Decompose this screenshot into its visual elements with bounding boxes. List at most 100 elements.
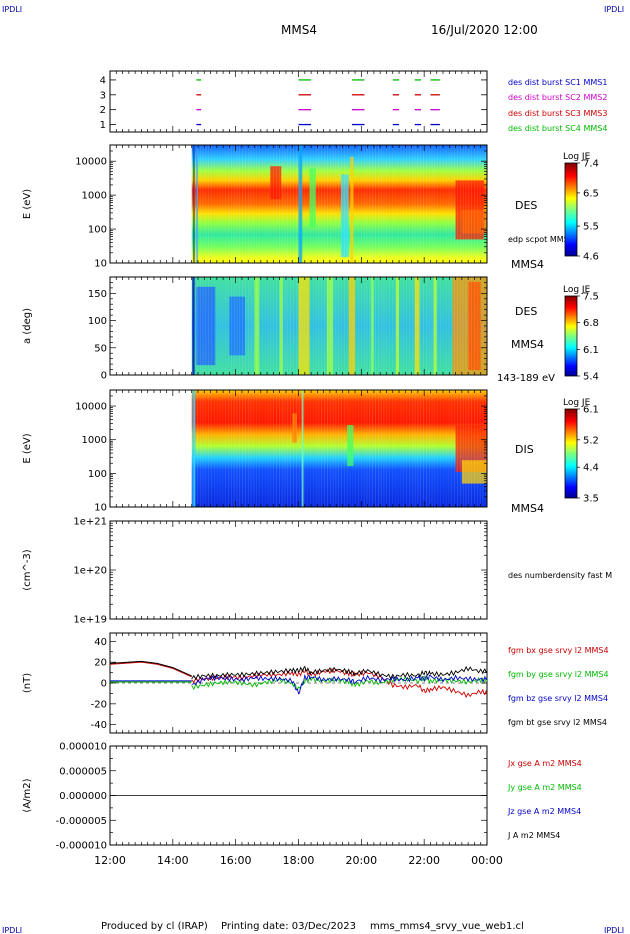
panel-burst: 1 2 3 4 des dist burst SC1 MMS1 des dist burs… [100, 70, 607, 133]
spectrogram-feature [326, 277, 334, 375]
spectrogram-feature [279, 277, 283, 375]
panel-des-pitch: 0 50 100 150 a (deg) DES MMS4 143-189 eV Log JE7… [22, 276, 599, 384]
y-tick-label: 2 [100, 105, 106, 116]
colorbar-tick-label: 4.4 [583, 463, 599, 474]
time-tick-label: 20:00 [345, 854, 377, 867]
spectrogram-feature [192, 277, 195, 375]
y-tick-label: 3 [100, 90, 106, 101]
y-tick-label: 0 [101, 371, 107, 382]
y-tick-label: -40 [91, 720, 107, 731]
spectrogram-image [191, 390, 487, 507]
y-tick-label: -0.000005 [56, 816, 107, 827]
legend-entry: des dist burst SC4 MMS4 [508, 124, 607, 133]
y-tick-label: 10 [94, 259, 107, 270]
y-tick-label: 10000 [75, 157, 107, 168]
colorbar-tick-label: 4.6 [583, 252, 599, 263]
y-axis-label: a (deg) [22, 308, 33, 344]
legend-entry: fgm bx gse srvy l2 MMS4 [508, 646, 609, 655]
plot-spacecraft-title: MMS4 [281, 23, 317, 37]
panel-density: 1e+19 1e+20 1e+21 (cm^-3) des numberdensity … [22, 517, 612, 626]
legend-entry: Jx gse A m2 MMS4 [507, 759, 582, 768]
legend-entry: des numberdensity fast M [508, 571, 612, 580]
colorbar-tick-label: 3.5 [583, 494, 599, 505]
colorbar-tick-label: 6.1 [583, 405, 599, 416]
legend-entry: fgm bz gse srvy l2 MMS4 [508, 694, 608, 703]
panel-dis-energy: 10 100 1000 10000 E (eV) DIS MMS4 Log JE6.1 5.2 4… [22, 389, 599, 515]
y-tick-label: 100 [88, 316, 107, 327]
spectrogram-feature [309, 168, 316, 228]
colorbar-tick-label: 6.8 [583, 318, 599, 329]
series-line [191, 673, 488, 695]
spectrogram-feature [254, 277, 260, 375]
spectrogram-feature [461, 209, 487, 234]
y-axis-label: E (eV) [22, 433, 33, 463]
y-tick-label: 0.000010 [59, 742, 107, 753]
time-tick-label: 14:00 [157, 854, 189, 867]
y-tick-label: 50 [94, 343, 107, 354]
legend-entry: des dist burst SC2 MMS2 [508, 93, 607, 102]
legend-entry: Jz gse A m2 MMS4 [507, 807, 581, 816]
y-tick-label: 20 [94, 658, 107, 669]
spectrogram-feature [301, 390, 304, 507]
footer-filename: mms_mms4_srvy_vue_web1.cl [370, 921, 524, 932]
panel-instrument-label: DIS [515, 443, 534, 456]
panel-sc-label: MMS4 [511, 258, 544, 271]
colorbar-tick-label: 7.5 [583, 292, 599, 303]
y-tick-label: 100 [88, 225, 107, 236]
footer-produced-by: Produced by cl (IRAP) [101, 921, 208, 932]
legend-entry: Jy gse A m2 MMS4 [507, 783, 582, 792]
y-tick-label: 1e+19 [73, 615, 107, 626]
legend-entry: des dist burst SC3 MMS3 [508, 109, 607, 118]
spectrogram-feature [192, 390, 196, 507]
y-tick-label: 1e+20 [73, 566, 107, 577]
y-tick-label: 10000 [75, 402, 107, 413]
spectrogram-feature [461, 460, 487, 484]
y-tick-label: -0.000010 [56, 841, 107, 852]
plot-date-title: 16/Jul/2020 12:00 [431, 23, 538, 37]
spectrogram-feature [298, 277, 310, 375]
time-tick-label: 16:00 [220, 854, 252, 867]
series-line [191, 667, 488, 699]
spectrogram-feature [298, 145, 303, 263]
y-tick-label: 4 [100, 75, 106, 86]
colorbar-title: Log JE [563, 285, 591, 295]
spectrogram-feature [348, 277, 356, 375]
time-tick-label: 22:00 [408, 854, 440, 867]
legend-entry: J A m2 MMS4 [507, 831, 560, 840]
series-line [191, 665, 488, 681]
y-tick-label: 0 [101, 679, 107, 690]
spectrogram-image [191, 277, 487, 375]
spectrogram-feature [414, 277, 420, 375]
panel-instrument-label: DES [515, 199, 537, 212]
spectrogram-feature [395, 277, 400, 375]
colorbar-tick-label: 5.4 [583, 372, 599, 383]
panel-density-frame [109, 520, 488, 620]
colorbar [564, 162, 578, 257]
legend-entry: fgm by gse srvy l2 MMS4 [508, 670, 609, 679]
spectrogram-feature [468, 281, 481, 371]
corner-tag-bottom-left: IPDLI [2, 926, 22, 934]
spectrogram-feature [196, 145, 198, 263]
corner-tag-bottom-right: IPDLI [604, 926, 624, 934]
y-tick-label: 0.000000 [59, 791, 107, 802]
panel-sc-label: MMS4 [511, 338, 544, 351]
corner-tag-top-right: IPDLI [604, 5, 624, 14]
y-axis-label: (nT) [22, 673, 33, 693]
spectrogram-field [191, 390, 487, 507]
y-tick-label: 1 [100, 120, 106, 131]
spectrogram-feature [193, 145, 195, 263]
colorbar-tick-label: 7.4 [583, 159, 599, 170]
spectrogram-feature [229, 296, 246, 356]
colorbar-tick-label: 6.1 [583, 345, 599, 356]
y-axis-label: (A/m2) [22, 778, 33, 812]
series-line [109, 660, 192, 677]
panel-sc-label: MMS4 [511, 502, 544, 515]
spectrogram-feature [433, 277, 437, 375]
colorbar-title: Log JE [563, 152, 591, 162]
footer-printing-date: Printing date: 03/Dec/2023 [221, 921, 356, 932]
y-tick-label: 10 [94, 503, 107, 514]
y-tick-label: 0.000005 [59, 766, 107, 777]
spectrogram-field [191, 145, 487, 263]
panel-energy-range: 143-189 eV [497, 373, 555, 384]
